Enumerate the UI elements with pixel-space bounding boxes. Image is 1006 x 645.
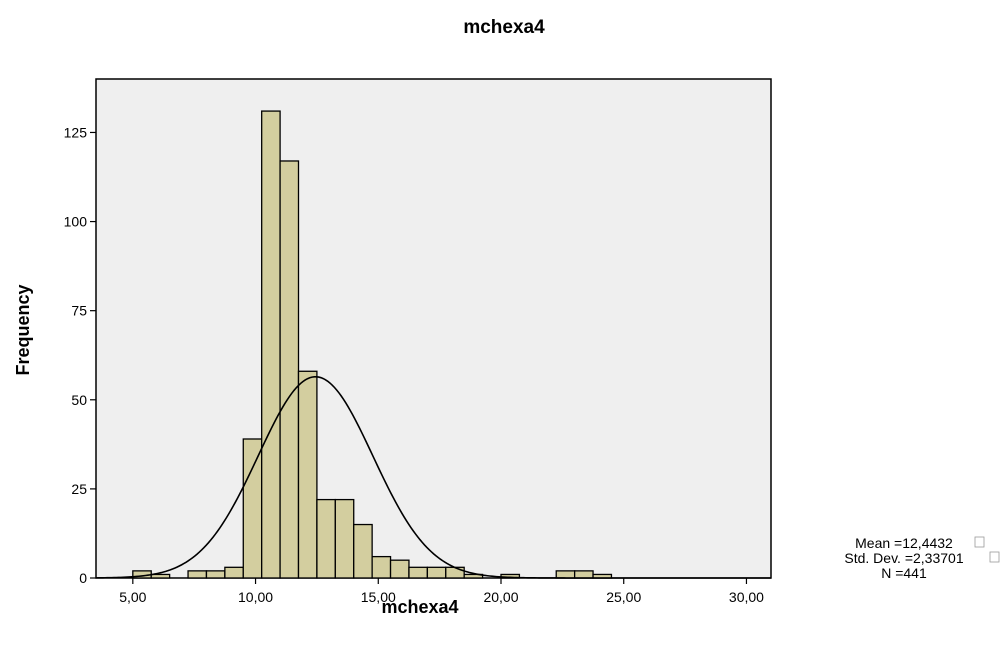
bars-group bbox=[132, 110, 613, 579]
missing-glyph-icon bbox=[989, 551, 1000, 563]
histogram-bar bbox=[297, 370, 318, 579]
y-tick-label: 50 bbox=[71, 392, 87, 408]
y-tick-label: 100 bbox=[64, 214, 88, 230]
y-axis-label: Frequency bbox=[13, 284, 33, 375]
missing-glyph-icon bbox=[974, 536, 985, 548]
x-axis: 5,00 10,00 15,00 20,00 25,00 30,00 bbox=[119, 578, 764, 605]
plot-area bbox=[95, 78, 772, 579]
chart-title: mchexa4 bbox=[463, 17, 545, 38]
y-tick-label: 75 bbox=[71, 303, 87, 319]
y-tick-label: 0 bbox=[79, 570, 87, 586]
stats-std-dev: Std. Dev. =2,33701 bbox=[844, 550, 963, 566]
histogram-bar bbox=[555, 570, 576, 579]
histogram-bar bbox=[242, 438, 263, 579]
y-axis: 0 25 50 75 100 125 bbox=[64, 124, 96, 586]
x-tick-label: 15,00 bbox=[361, 589, 396, 605]
y-tick-label: 25 bbox=[71, 481, 87, 497]
x-tick-label: 10,00 bbox=[238, 589, 273, 605]
stats-n: N =441 bbox=[881, 565, 927, 581]
histogram-bar bbox=[205, 570, 226, 579]
histogram-bar bbox=[150, 573, 171, 579]
histogram-bar bbox=[353, 523, 373, 579]
histogram-bar bbox=[573, 570, 594, 579]
histogram-bar bbox=[316, 498, 336, 579]
x-tick-label: 30,00 bbox=[729, 589, 764, 605]
histogram-bar bbox=[408, 566, 429, 579]
normal-curve bbox=[95, 375, 771, 579]
histogram-bar bbox=[334, 498, 355, 579]
histogram-bar bbox=[279, 160, 300, 579]
histogram-bar bbox=[389, 559, 410, 579]
histogram-bar bbox=[445, 566, 465, 579]
histogram-bar bbox=[187, 570, 208, 579]
x-axis-label: mchexa4 bbox=[381, 597, 458, 617]
stats-box: Mean =12,4432 Std. Dev. =2,33701 N =441 bbox=[844, 535, 1000, 581]
stats-mean: Mean =12,4432 bbox=[855, 535, 953, 551]
x-tick-label: 25,00 bbox=[606, 589, 641, 605]
x-tick-label: 5,00 bbox=[119, 589, 146, 605]
histogram-bar bbox=[224, 566, 244, 579]
histogram-bar bbox=[463, 573, 484, 579]
histogram-bar bbox=[371, 555, 392, 579]
histogram-bar bbox=[261, 110, 281, 579]
x-tick-label: 20,00 bbox=[483, 589, 518, 605]
y-tick-label: 125 bbox=[64, 124, 88, 140]
histogram-bar bbox=[426, 566, 447, 579]
